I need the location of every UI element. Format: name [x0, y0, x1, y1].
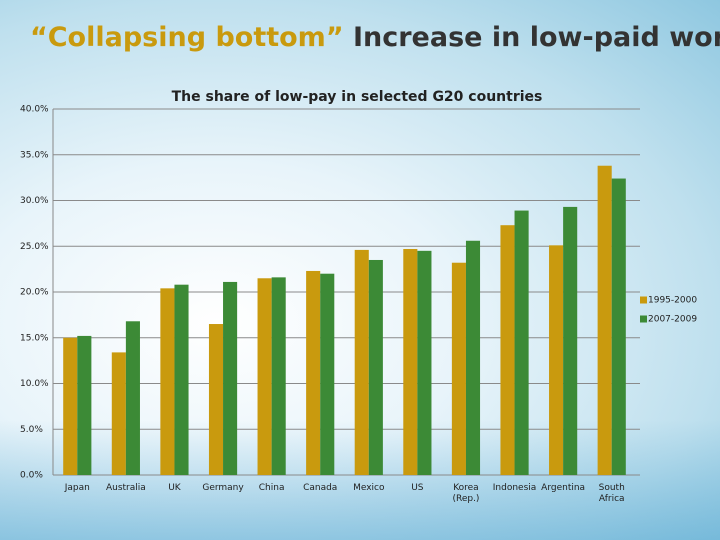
bar	[223, 281, 238, 475]
bar	[63, 337, 78, 475]
bar	[208, 324, 224, 475]
bar	[597, 165, 612, 476]
y-tick-label: 35.0%	[20, 150, 49, 160]
title-text: Increase in low-paid workers	[352, 22, 720, 53]
y-tick-label: 20.0%	[20, 288, 49, 298]
x-tick-label: Germany	[202, 483, 244, 493]
y-tick-label: 30.0%	[20, 196, 49, 206]
bar	[160, 288, 175, 475]
bar	[174, 284, 189, 475]
slide-title: “Collapsing bottom” Increase in low-paid…	[30, 22, 720, 53]
x-tick-label: Indonesia	[492, 483, 537, 493]
bar	[320, 273, 335, 475]
legend-label: 1995-2000	[648, 296, 697, 306]
bar	[500, 225, 515, 475]
bar	[451, 262, 466, 475]
y-tick-label: 5.0%	[20, 425, 43, 435]
x-tick-label: South Africa	[598, 483, 625, 504]
legend-swatch	[640, 315, 647, 323]
y-tick-label: 25.0%	[20, 242, 49, 252]
bar	[306, 270, 321, 475]
bar	[514, 210, 529, 475]
bar	[563, 206, 578, 475]
x-tick-label: Korea (Rep.)	[452, 483, 480, 504]
bar	[111, 352, 126, 475]
bar	[417, 250, 432, 475]
bar	[368, 259, 383, 475]
y-tick-label: 15.0%	[20, 333, 49, 343]
title-highlight: “Collapsing bottom”	[30, 22, 344, 53]
legend-swatch	[640, 296, 647, 304]
x-tick-label: Australia	[105, 483, 146, 493]
bar	[611, 178, 626, 476]
y-tick-label: 0.0%	[20, 471, 43, 481]
x-tick-label: UK	[168, 483, 181, 493]
chart-title: The share of low-pay in selected G20 cou…	[172, 89, 543, 105]
x-tick-label: Japan	[64, 483, 90, 493]
x-tick-label: China	[258, 483, 285, 493]
legend-label: 2007-2009	[648, 315, 697, 325]
bar	[403, 248, 418, 475]
y-tick-label: 40.0%	[20, 105, 49, 115]
x-tick-label: Canada	[303, 483, 338, 493]
bar	[257, 278, 272, 475]
bar	[125, 321, 140, 475]
y-tick-label: 10.0%	[20, 379, 49, 389]
bar	[354, 249, 369, 475]
bar	[77, 335, 92, 475]
x-tick-label: US	[411, 483, 424, 493]
x-tick-label: Argentina	[541, 483, 586, 493]
bar	[549, 245, 564, 475]
bar	[271, 277, 286, 475]
bar	[465, 240, 481, 475]
x-tick-label: Mexico	[353, 483, 385, 493]
